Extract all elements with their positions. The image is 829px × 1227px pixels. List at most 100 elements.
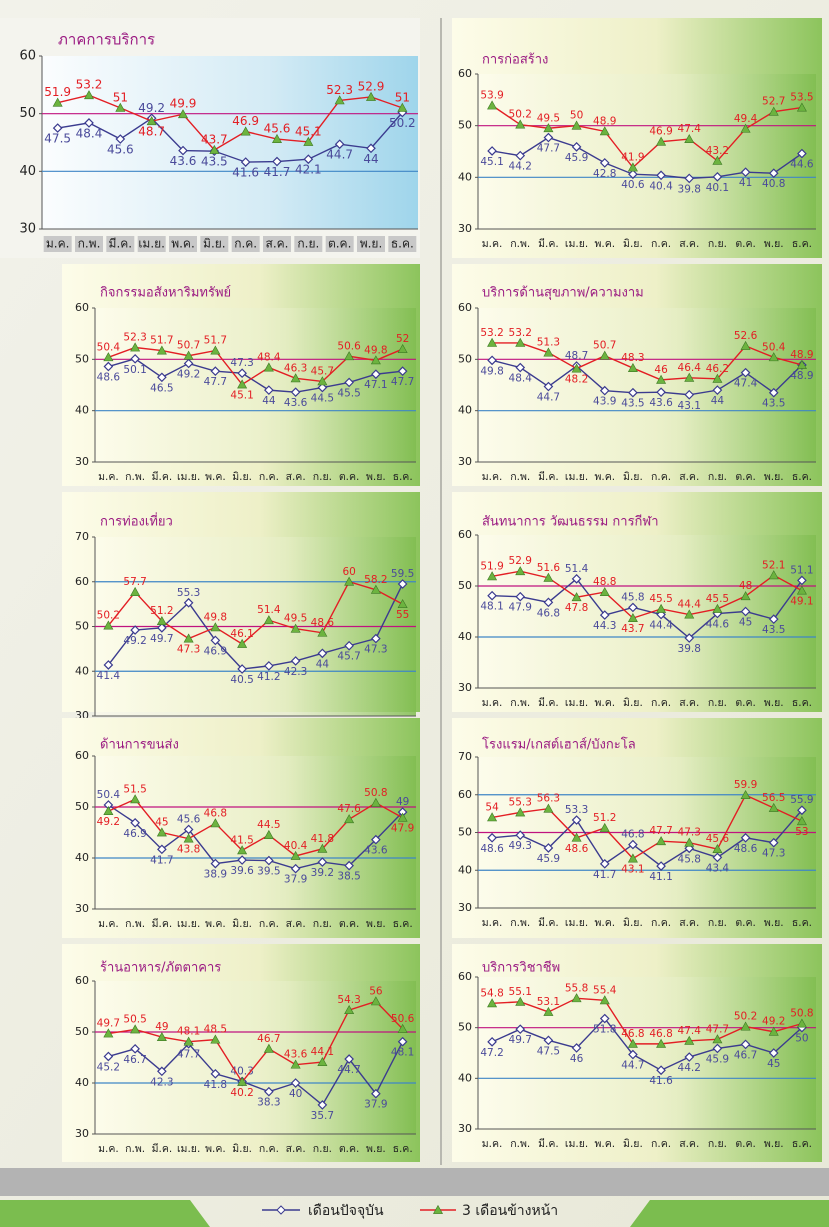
value-label: 44 xyxy=(316,658,330,670)
marker xyxy=(684,633,695,643)
x-tick-label: ก.ค. xyxy=(651,1138,671,1150)
value-label: 49 xyxy=(155,1021,168,1033)
marker xyxy=(183,833,194,843)
y-tick-label: 40 xyxy=(75,1076,89,1089)
marker xyxy=(290,850,301,860)
x-tick-label: ส.ค. xyxy=(286,1143,306,1155)
value-label: 41.8 xyxy=(311,833,334,845)
x-tick-label: ต.ค. xyxy=(735,1138,756,1150)
marker xyxy=(263,1043,274,1053)
marker xyxy=(543,843,554,853)
value-label: 49.2 xyxy=(123,635,146,647)
marker xyxy=(515,566,526,576)
x-tick-label: ต.ค. xyxy=(328,237,351,251)
x-tick-label: ธ.ค. xyxy=(792,917,812,929)
marker xyxy=(628,839,638,850)
value-label: 41.1 xyxy=(649,871,672,883)
marker xyxy=(157,622,167,633)
legend-marker xyxy=(276,1205,286,1215)
marker xyxy=(712,171,723,182)
marker xyxy=(768,168,779,179)
value-label: 53.2 xyxy=(509,327,532,339)
value-label: 35.7 xyxy=(311,1110,334,1122)
y-tick-label: 50 xyxy=(75,800,89,813)
legend-marker xyxy=(432,1204,444,1214)
marker xyxy=(515,591,526,602)
x-tick-label: ก.ย. xyxy=(708,1138,727,1150)
marker xyxy=(344,351,355,361)
chart-title: ร้านอาหาร/ภัตตาคาร xyxy=(100,961,221,976)
x-tick-label: ก.พ. xyxy=(510,917,530,929)
value-label: 46.8 xyxy=(649,1028,672,1040)
marker xyxy=(515,996,526,1006)
value-label: 50.2 xyxy=(509,109,532,121)
value-label: 43.6 xyxy=(284,397,308,409)
value-label: 48.3 xyxy=(621,352,644,364)
value-label: 43.5 xyxy=(762,398,785,410)
marker xyxy=(237,845,248,855)
series-line xyxy=(492,577,803,639)
marker xyxy=(371,1088,381,1099)
x-tick-label: ก.ย. xyxy=(708,917,727,929)
x-tick-label: เม.ย. xyxy=(177,1143,200,1155)
value-label: 41.6 xyxy=(649,1075,673,1087)
x-tick-label: ต.ค. xyxy=(735,471,756,483)
marker xyxy=(712,373,723,383)
value-label: 45.5 xyxy=(706,593,729,605)
value-label: 47.3 xyxy=(364,644,387,656)
plot-area xyxy=(95,981,416,1134)
marker xyxy=(146,116,157,126)
marker xyxy=(290,387,301,398)
value-label: 55 xyxy=(396,609,409,621)
x-tick-label: ก.พ. xyxy=(125,918,145,930)
marker xyxy=(371,834,381,845)
x-tick-label: ม.ค. xyxy=(98,918,119,930)
x-tick-box xyxy=(75,236,103,252)
x-tick-label: ส.ค. xyxy=(286,471,306,483)
marker xyxy=(371,633,381,644)
marker xyxy=(768,837,779,848)
value-label: 46.8 xyxy=(537,607,560,619)
x-tick-label: มิ.ย. xyxy=(623,471,643,483)
marker xyxy=(712,1034,723,1044)
series-line xyxy=(491,570,803,619)
x-tick-label: ส.ค. xyxy=(266,237,289,251)
marker xyxy=(599,610,610,620)
marker xyxy=(290,623,301,633)
marker xyxy=(656,836,667,846)
value-label: 52.9 xyxy=(358,79,385,93)
marker xyxy=(103,1028,114,1038)
x-tick-label: พ.ย. xyxy=(764,238,784,250)
series-line xyxy=(108,1000,404,1084)
marker xyxy=(487,590,497,601)
y-tick-label: 30 xyxy=(75,455,89,468)
marker xyxy=(487,146,497,156)
marker xyxy=(130,353,140,364)
value-label: 59.5 xyxy=(391,568,414,580)
value-label: 49.3 xyxy=(509,840,532,852)
marker xyxy=(397,599,408,609)
value-label: 48.4 xyxy=(76,126,103,140)
marker xyxy=(370,355,381,365)
marker xyxy=(740,1039,751,1050)
value-label: 49.7 xyxy=(509,1034,532,1046)
marker xyxy=(130,586,141,596)
value-label: 45.6 xyxy=(706,833,730,845)
x-tick-label: ก.ค. xyxy=(651,238,671,250)
y-tick-label: 40 xyxy=(75,851,89,864)
marker xyxy=(237,855,247,865)
x-tick-label: มิ.ย. xyxy=(232,471,252,483)
value-label: 48.6 xyxy=(480,843,504,855)
series-line xyxy=(107,804,404,870)
value-label: 40.4 xyxy=(649,180,673,192)
value-label: 50.2 xyxy=(734,1011,757,1023)
marker xyxy=(740,591,751,601)
series-line xyxy=(492,342,803,381)
marker xyxy=(571,993,582,1003)
x-tick-label: ธ.ค. xyxy=(792,471,812,483)
value-label: 43.5 xyxy=(621,398,644,410)
value-label: 50.7 xyxy=(177,340,200,352)
x-tick-label: ก.ย. xyxy=(313,471,332,483)
marker xyxy=(571,1043,582,1053)
value-label: 47.3 xyxy=(177,644,200,656)
